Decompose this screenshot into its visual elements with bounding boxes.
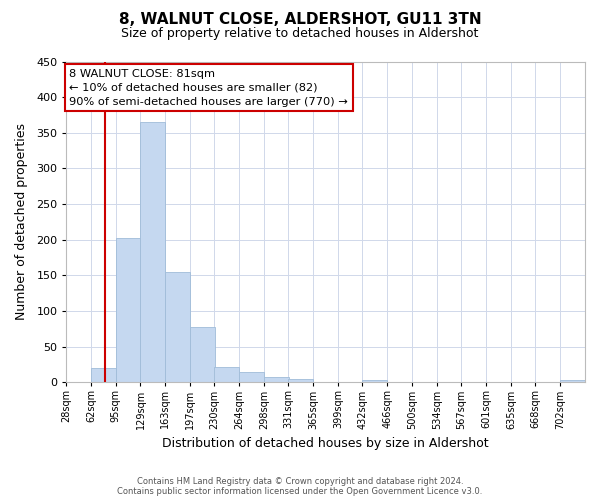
Y-axis label: Number of detached properties: Number of detached properties: [15, 124, 28, 320]
Bar: [91, 368, 116, 382]
Text: Size of property relative to detached houses in Aldershot: Size of property relative to detached ho…: [121, 28, 479, 40]
Bar: [214, 366, 239, 382]
Bar: [289, 379, 313, 382]
Bar: [362, 380, 387, 382]
Bar: [116, 238, 140, 382]
Text: Contains HM Land Registry data © Crown copyright and database right 2024.
Contai: Contains HM Land Registry data © Crown c…: [118, 476, 482, 496]
Text: 8, WALNUT CLOSE, ALDERSHOT, GU11 3TN: 8, WALNUT CLOSE, ALDERSHOT, GU11 3TN: [119, 12, 481, 28]
Bar: [190, 326, 215, 382]
Bar: [560, 380, 585, 382]
Bar: [140, 122, 166, 382]
Bar: [264, 376, 289, 382]
Bar: [239, 372, 264, 382]
Text: 8 WALNUT CLOSE: 81sqm
← 10% of detached houses are smaller (82)
90% of semi-deta: 8 WALNUT CLOSE: 81sqm ← 10% of detached …: [70, 68, 348, 106]
X-axis label: Distribution of detached houses by size in Aldershot: Distribution of detached houses by size …: [163, 437, 489, 450]
Bar: [166, 272, 190, 382]
